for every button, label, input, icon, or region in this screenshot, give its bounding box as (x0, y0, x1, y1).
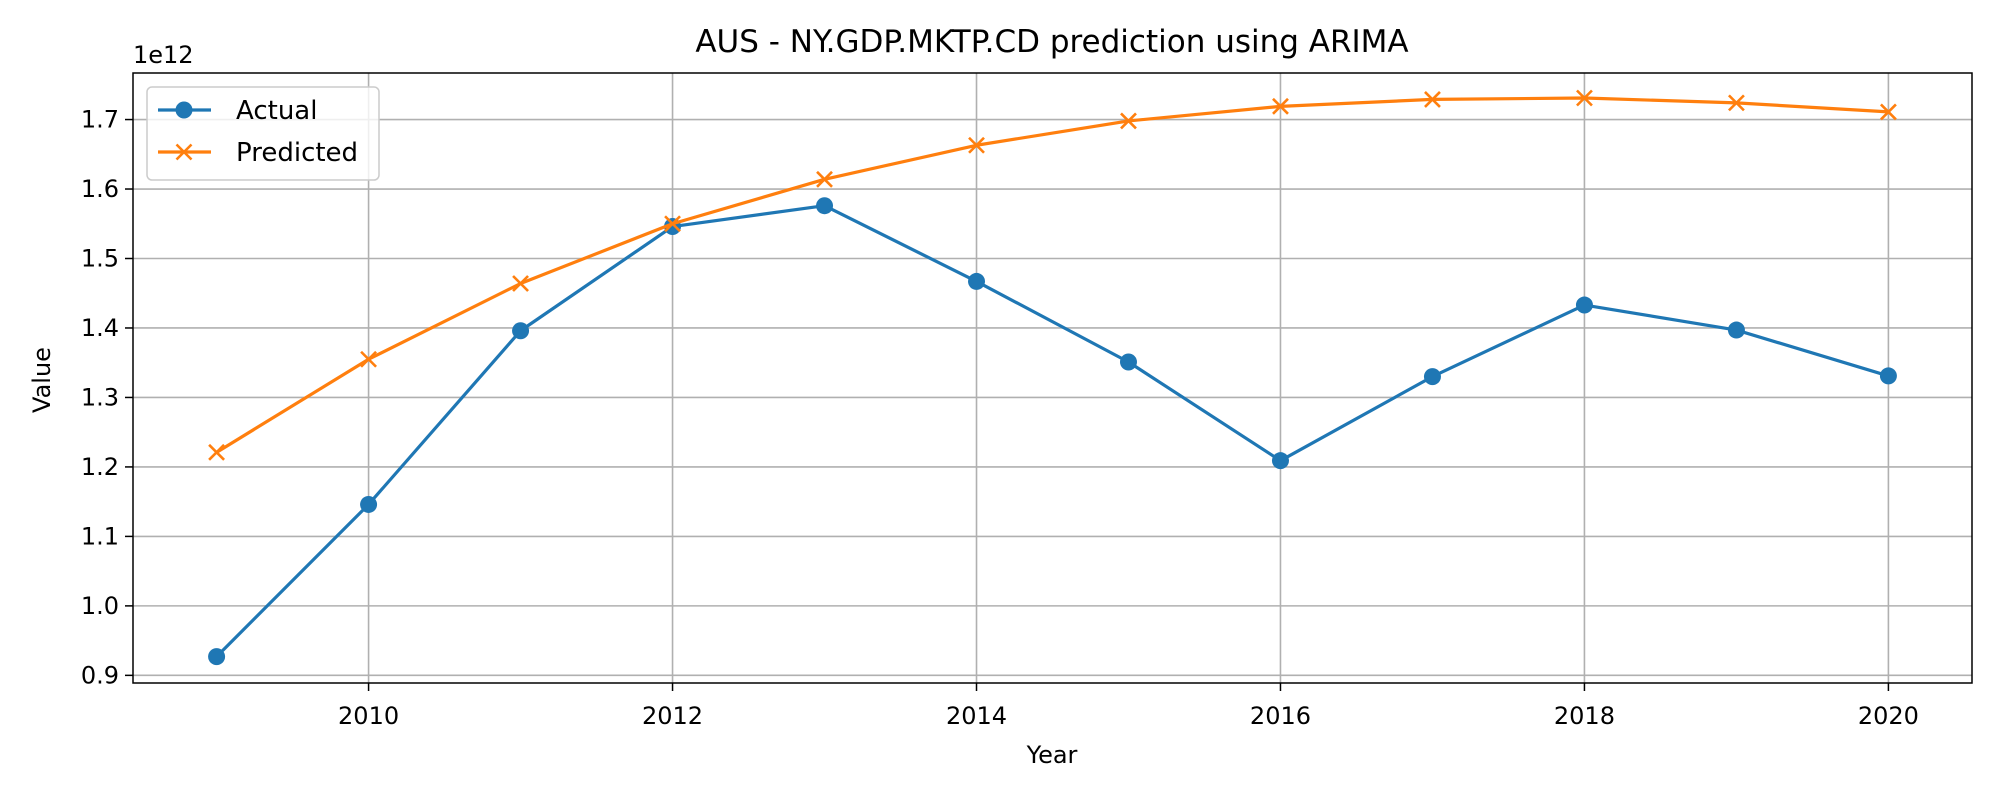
x-marker-stroke (175, 143, 193, 161)
plot-frame (132, 72, 1973, 684)
x-marker-stroke (360, 350, 377, 368)
y-tick-label: 1.0 (81, 592, 119, 620)
y-tick-label: 0.9 (81, 661, 119, 689)
chart-title: AUS - NY.GDP.MKTP.CD prediction using AR… (695, 24, 1408, 60)
y-tick-label: 1.7 (81, 106, 119, 134)
y-tick-label: 1.6 (81, 175, 119, 203)
data-point-predicted (1272, 97, 1289, 115)
data-point-predicted (1120, 112, 1137, 130)
x-marker-stroke (1272, 97, 1289, 115)
data-point-actual (1119, 353, 1137, 371)
y-tick-label: 1.1 (81, 522, 119, 550)
x-marker-stroke (1120, 112, 1137, 130)
x-marker-stroke (512, 275, 529, 292)
data-point-actual (968, 272, 986, 290)
data-point-actual (1423, 368, 1441, 386)
data-point-actual (512, 322, 530, 340)
data-point-actual (1727, 321, 1745, 339)
x-tick-label: 2012 (642, 702, 703, 730)
x-marker-stroke (1424, 90, 1441, 108)
y-offset-label: 1e12 (133, 41, 194, 69)
x-tick-label: 2018 (1554, 702, 1615, 730)
data-point-predicted (1424, 90, 1441, 108)
x-tick-label: 2020 (1858, 702, 1919, 730)
data-point-predicted (360, 350, 377, 368)
x-tick-label: 2010 (338, 702, 399, 730)
data-point-predicted (968, 136, 985, 154)
data-point-actual (208, 648, 226, 666)
series-line-actual (215, 204, 1889, 658)
grid-lines (133, 73, 1972, 683)
data-point-predicted (664, 215, 681, 233)
y-axis-title: Value (28, 347, 56, 413)
x-axis-title: Year (1026, 741, 1078, 769)
legend-label-actual: Actual (236, 96, 317, 126)
legend-label-predicted: Predicted (236, 138, 358, 168)
data-point-actual (816, 197, 834, 215)
series-layer (208, 89, 1897, 666)
series-line-predicted (215, 96, 1889, 454)
x-marker-stroke (1728, 94, 1745, 112)
y-tick-label: 1.2 (81, 453, 119, 481)
x-marker-stroke (816, 170, 833, 188)
axis-ticks: 2010 2012 2014 2016 2018 2020 0.9 1.0 1.1 1.2 1.3 1… (81, 106, 1919, 730)
y-tick-label: 1.3 (81, 383, 119, 411)
x-marker-stroke (968, 136, 985, 154)
data-point-predicted (208, 443, 226, 461)
data-point-predicted (512, 275, 529, 292)
data-point-actual (1879, 367, 1897, 385)
data-point-predicted (1576, 89, 1593, 107)
x-marker-stroke (1576, 89, 1593, 107)
data-point-predicted (816, 170, 833, 188)
legend: Actual Predicted (146, 86, 380, 181)
data-point-actual (1575, 296, 1593, 314)
data-point-predicted (1879, 103, 1897, 121)
legend-marker-predicted (175, 143, 193, 161)
x-marker-stroke (208, 443, 226, 461)
x-marker-stroke (664, 215, 681, 233)
x-tick-label: 2014 (946, 702, 1007, 730)
y-tick-label: 1.5 (81, 245, 119, 273)
legend-marker-actual (175, 101, 193, 119)
data-point-actual (1271, 452, 1289, 470)
data-point-actual (360, 495, 378, 513)
data-point-predicted (1728, 94, 1745, 112)
y-tick-label: 1.4 (81, 314, 119, 342)
x-tick-label: 2016 (1250, 702, 1311, 730)
x-marker-stroke (1879, 103, 1897, 121)
